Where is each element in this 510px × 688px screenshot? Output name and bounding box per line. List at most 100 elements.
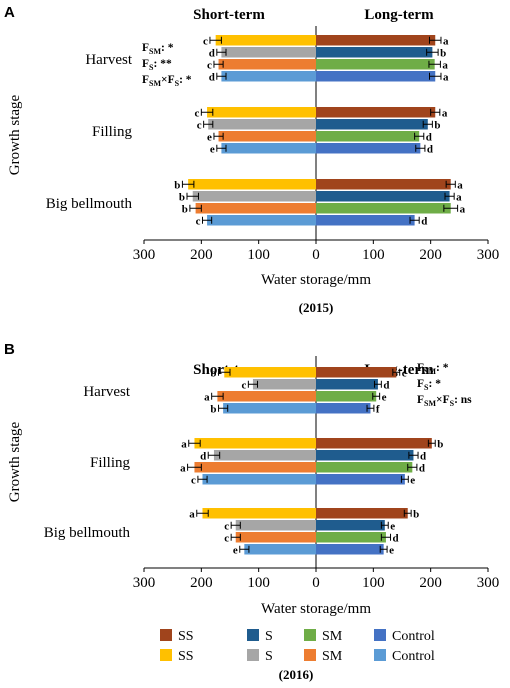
significance-letter: b [174,179,180,191]
bar-long-ss [316,107,436,118]
bar-short-sm [194,462,316,473]
significance-letter: a [456,191,462,203]
legend-swatch-short-ss [160,649,172,661]
x-tick-label: 100 [362,247,385,263]
stat-line: FS: ** [142,58,172,72]
stage-label: Big bellmouth [46,196,133,212]
bar-long-sm [316,131,420,142]
significance-letter: d [421,215,427,227]
bar-long-ss [316,367,397,378]
bar-long-control [316,143,421,154]
significance-letter: a [443,35,449,47]
significance-letter: d [427,143,433,155]
significance-letter: a [443,71,449,83]
x-tick-label: 100 [247,247,270,263]
significance-letter: d [209,71,215,83]
bar-long-control [316,215,415,226]
significance-letter: c [191,474,196,486]
bar-short-sm [218,131,316,142]
bar-long-sm [316,462,413,473]
legend-swatch-short-s [247,649,259,661]
significance-letter: d [426,131,432,143]
significance-letter: d [393,532,399,544]
stat-line: FSM×FS: ns [417,394,472,408]
panel-b-year-label: (2016) [279,667,314,682]
significance-letter: c [207,59,212,71]
significance-letter: b [182,203,188,215]
bar-short-sm [235,532,316,543]
bar-short-sm [217,391,316,402]
bar-short-ss [188,179,316,190]
significance-letter: c [224,532,229,544]
bar-short-control [202,474,316,485]
legend-label-long-s: S [265,629,273,644]
significance-letter: b [179,191,185,203]
x-tick-label: 200 [190,247,213,263]
panel-a-y-axis-label: Growth stage [7,94,23,175]
stat-line: FSM×FS: * [142,74,192,88]
bar-short-sm [218,59,316,70]
stage-label: Filling [92,124,133,140]
bar-long-s [316,379,378,390]
panel-a-header-short: Short-term [193,7,265,23]
bar-long-control [316,544,384,555]
x-tick-label: 300 [477,247,500,263]
significance-letter: a [460,203,466,215]
panel-b-letter: B [4,341,15,358]
bar-long-sm [316,391,377,402]
bar-long-s [316,119,428,130]
stage-label: Big bellmouth [44,525,131,541]
bar-long-ss [316,508,408,519]
legend-swatch-long-s [247,629,259,641]
legend-label-short-ss: SS [178,649,194,664]
bar-short-ss [207,107,316,118]
significance-letter: e [207,131,212,143]
panel-a-header-long: Long-term [364,7,434,23]
bar-short-ss [202,508,316,519]
significance-letter: d [419,462,425,474]
significance-letter: a [180,462,186,474]
significance-letter: a [189,508,195,520]
bar-long-ss [316,35,436,46]
panel-a-letter: A [4,4,15,21]
bar-short-s [192,191,316,202]
stage-label: Harvest [85,52,132,68]
significance-letter: d [200,450,206,462]
bar-short-control [207,215,316,226]
bar-short-control [223,403,316,414]
bar-short-ss [194,438,316,449]
x-tick-label: 100 [362,575,385,591]
significance-letter: c [194,107,199,119]
stage-label: Harvest [83,384,130,400]
significance-letter: b [413,508,419,520]
legend-label-long-control: Control [392,629,435,644]
panel-a-year-label: (2015) [299,300,334,315]
legend-swatch-short-sm [304,649,316,661]
significance-letter: b [210,367,216,379]
legend-label-short-sm: SM [322,649,343,664]
significance-letter: d [383,379,389,391]
bar-long-ss [316,438,432,449]
legend-label-long-sm: SM [322,629,343,644]
bar-short-s [252,379,316,390]
bar-short-s [213,450,316,461]
stat-line: FSM: * [142,42,174,56]
bar-long-control [316,474,405,485]
x-tick-label: 200 [190,575,213,591]
significance-letter: e [410,474,415,486]
bar-long-s [316,47,433,58]
x-tick-label: 200 [419,247,442,263]
bar-short-sm [195,203,316,214]
significance-letter: f [376,403,380,415]
significance-letter: b [210,403,216,415]
x-tick-label: 300 [477,575,500,591]
significance-letter: b [440,47,446,59]
significance-letter: b [434,119,440,131]
bar-short-control [221,71,316,82]
significance-letter: a [442,107,448,119]
legend-swatch-long-control [374,629,386,641]
significance-letter: d [209,47,215,59]
significance-letter: c [196,215,201,227]
